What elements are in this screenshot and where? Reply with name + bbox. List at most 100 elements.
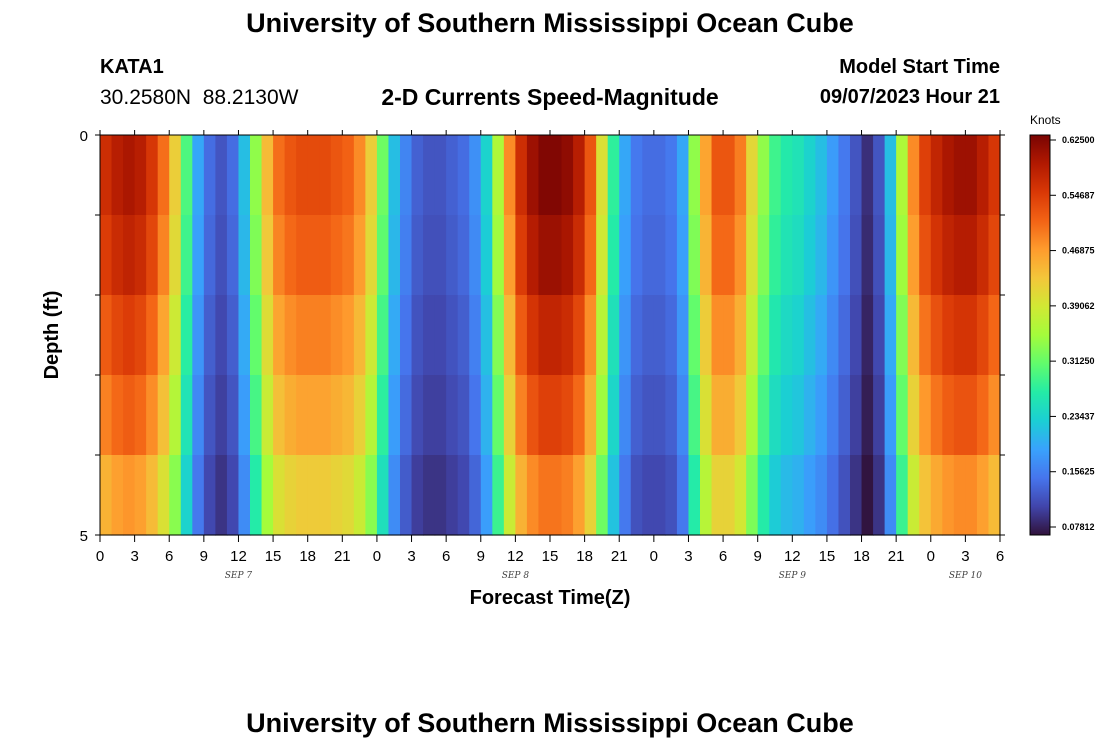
heatmap-cell <box>400 215 413 296</box>
x-tick-label: 9 <box>477 548 485 565</box>
heatmap-cell <box>930 215 943 296</box>
heatmap-cell <box>526 215 540 296</box>
heatmap-cell <box>446 455 459 536</box>
heatmap-cell <box>492 135 505 216</box>
heatmap-cell <box>676 215 690 296</box>
heatmap-cell <box>353 215 366 296</box>
heatmap-cell <box>607 375 620 456</box>
heatmap-cell <box>503 135 516 216</box>
heatmap-cell <box>976 135 990 216</box>
heatmap-cell <box>423 375 436 456</box>
x-tick-label: 3 <box>961 548 969 565</box>
heatmap-cell <box>896 455 909 536</box>
heatmap-cell <box>573 295 586 376</box>
heatmap-cell <box>896 375 909 456</box>
heatmap-cell <box>261 215 274 296</box>
heatmap-cell <box>780 375 793 456</box>
x-tick-label: 6 <box>996 548 1004 565</box>
colorbar-ticks: 0.62500 0.54687 0.46875 0.39062 0.31250 0.234… <box>1050 135 1095 532</box>
heatmap-cell <box>157 455 170 536</box>
heatmap-cell <box>942 295 955 376</box>
heatmap-cell <box>884 295 897 376</box>
heatmap-cell <box>780 295 793 376</box>
heatmap-cell <box>723 295 736 376</box>
heatmap-cell <box>203 455 216 536</box>
heatmap-cell <box>930 455 943 536</box>
heatmap-cell <box>815 455 828 536</box>
heatmap-cell <box>423 455 436 536</box>
heatmap-cell <box>953 215 966 296</box>
heatmap-cell <box>930 375 943 456</box>
heatmap-cell <box>526 135 540 216</box>
x-tick-label: 12 <box>230 548 247 565</box>
heatmap-cell <box>146 375 159 456</box>
heatmap-cell <box>642 215 655 296</box>
heatmap-cell <box>434 295 447 376</box>
heatmap-cell <box>919 375 932 456</box>
colorbar-tick-label: 0.31250 <box>1062 356 1095 366</box>
heatmap-cell <box>180 295 193 376</box>
heatmap-cell <box>700 215 713 296</box>
heatmap-cell <box>953 375 966 456</box>
heatmap-cell <box>434 135 447 216</box>
colorbar-tick-label: 0.15625 <box>1062 467 1095 477</box>
x-tick-label: 0 <box>650 548 658 565</box>
heatmap-cell <box>723 215 736 296</box>
heatmap-cell <box>873 375 886 456</box>
heatmap-cell <box>976 375 990 456</box>
x-tick-label: 18 <box>576 548 593 565</box>
heatmap-cell <box>884 135 897 216</box>
heatmap-cell <box>676 375 690 456</box>
heatmap-cell <box>769 455 782 536</box>
heatmap-cell <box>746 375 759 456</box>
heatmap-cell <box>526 455 540 536</box>
heatmap-cell <box>607 135 620 216</box>
heatmap-cell <box>353 375 366 456</box>
heatmap-cell <box>515 135 528 216</box>
heatmap-cell <box>365 375 378 456</box>
heatmap-cell <box>976 295 990 376</box>
heatmap-cell <box>665 375 678 456</box>
heatmap-cell <box>365 295 378 376</box>
heatmap-cell <box>942 455 955 536</box>
colorbar <box>1029 134 1051 536</box>
heatmap-cell <box>492 375 505 456</box>
heatmap-cell <box>100 455 113 536</box>
heatmap-cell <box>400 295 413 376</box>
heatmap-cell <box>238 135 251 216</box>
heatmap-cell <box>353 135 366 216</box>
heatmap-cell <box>307 295 320 376</box>
heatmap-cell <box>988 295 1001 376</box>
x-tick-label: 6 <box>719 548 727 565</box>
heatmap-cell <box>538 295 551 376</box>
heatmap-cell <box>480 295 493 376</box>
heatmap-cell <box>896 215 909 296</box>
heatmap-cell <box>146 135 159 216</box>
colorbar-tick-label: 0.46875 <box>1062 246 1095 256</box>
heatmap-cell <box>896 295 909 376</box>
x-date-label: SEP 7 <box>225 571 253 581</box>
heatmap-cell <box>319 295 332 376</box>
heatmap-cell <box>284 375 297 456</box>
colorbar-tick-label: 0.62500 <box>1062 135 1095 145</box>
heatmap-cell <box>388 295 401 376</box>
heatmap-cell <box>411 455 424 536</box>
heatmap-cell <box>111 295 124 376</box>
heatmap-cell <box>780 135 793 216</box>
station-coords: 30.2580N 88.2130W <box>100 86 299 109</box>
heatmap-cell <box>203 375 216 456</box>
colorbar-tick-label: 0.39062 <box>1062 301 1095 311</box>
heatmap-cell <box>319 375 332 456</box>
heatmap-cell <box>423 295 436 376</box>
heatmap-cell <box>526 375 540 456</box>
heatmap-cell <box>307 215 320 296</box>
heatmap-cell <box>573 375 586 456</box>
heatmap-cell <box>988 135 1001 216</box>
heatmap-cell <box>307 455 320 536</box>
heatmap-cell <box>850 375 863 456</box>
heatmap-cell <box>411 375 424 456</box>
heatmap-cell <box>226 375 240 456</box>
heatmap-cell <box>261 455 274 536</box>
heatmap-cell <box>238 455 251 536</box>
heatmap-cell <box>803 375 816 456</box>
